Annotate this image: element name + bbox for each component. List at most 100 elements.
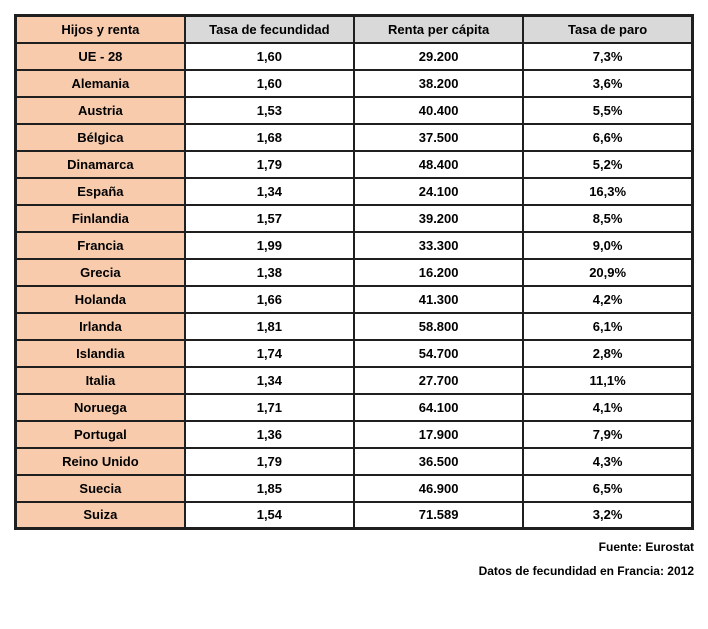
row-label: Austria — [14, 95, 186, 125]
table-row: Austria 1,53 40.400 5,5% — [14, 95, 694, 125]
cell-unemployment: 6,1% — [522, 311, 694, 341]
cell-unemployment: 8,5% — [522, 203, 694, 233]
row-label: Suiza — [14, 500, 186, 530]
cell-fertility: 1,60 — [183, 68, 356, 98]
cell-income: 58.800 — [352, 311, 525, 341]
table-row: Bélgica 1,68 37.500 6,6% — [14, 122, 694, 152]
table-row: Irlanda 1,81 58.800 6,1% — [14, 311, 694, 341]
row-label: Islandia — [14, 338, 186, 368]
source-note: Fuente: Eurostat — [598, 540, 694, 554]
cell-unemployment: 11,1% — [522, 365, 694, 395]
cell-income: 16.200 — [352, 257, 525, 287]
cell-fertility: 1,34 — [183, 365, 356, 395]
cell-fertility: 1,60 — [183, 41, 356, 71]
cell-income: 64.100 — [352, 392, 525, 422]
table-row: Italia 1,34 27.700 11,1% — [14, 365, 694, 395]
row-label: Grecia — [14, 257, 186, 287]
cell-income: 17.900 — [352, 419, 525, 449]
cell-income: 27.700 — [352, 365, 525, 395]
fertility-data-note: Datos de fecundidad en Francia: 2012 — [478, 564, 694, 578]
cell-unemployment: 6,6% — [522, 122, 694, 152]
row-label: Alemania — [14, 68, 186, 98]
cell-unemployment: 7,3% — [522, 41, 694, 71]
cell-unemployment: 5,2% — [522, 149, 694, 179]
table-row: Holanda 1,66 41.300 4,2% — [14, 284, 694, 314]
row-label: Irlanda — [14, 311, 186, 341]
table-row: Francia 1,99 33.300 9,0% — [14, 230, 694, 260]
cell-fertility: 1,79 — [183, 149, 356, 179]
row-label: UE - 28 — [14, 41, 186, 71]
cell-unemployment: 7,9% — [522, 419, 694, 449]
column-header-income: Renta per cápita — [352, 14, 525, 44]
row-label: Noruega — [14, 392, 186, 422]
table-row: Suiza 1,54 71.589 3,2% — [14, 500, 694, 530]
row-label: Francia — [14, 230, 186, 260]
cell-fertility: 1,66 — [183, 284, 356, 314]
cell-unemployment: 5,5% — [522, 95, 694, 125]
table-row: Dinamarca 1,79 48.400 5,2% — [14, 149, 694, 179]
cell-income: 48.400 — [352, 149, 525, 179]
cell-income: 39.200 — [352, 203, 525, 233]
row-label: España — [14, 176, 186, 206]
cell-unemployment: 3,6% — [522, 68, 694, 98]
cell-income: 46.900 — [352, 473, 525, 503]
cell-unemployment: 4,1% — [522, 392, 694, 422]
cell-unemployment: 4,3% — [522, 446, 694, 476]
cell-fertility: 1,36 — [183, 419, 356, 449]
cell-income: 41.300 — [352, 284, 525, 314]
cell-unemployment: 9,0% — [522, 230, 694, 260]
table-body: UE - 28 1,60 29.200 7,3% Alemania 1,60 38.200 3… — [14, 41, 694, 530]
cell-unemployment: 3,2% — [522, 500, 694, 530]
cell-unemployment: 6,5% — [522, 473, 694, 503]
cell-fertility: 1,81 — [183, 311, 356, 341]
row-label: Holanda — [14, 284, 186, 314]
cell-fertility: 1,57 — [183, 203, 356, 233]
row-label: Bélgica — [14, 122, 186, 152]
cell-unemployment: 2,8% — [522, 338, 694, 368]
table-row: Portugal 1,36 17.900 7,9% — [14, 419, 694, 449]
cell-income: 33.300 — [352, 230, 525, 260]
table-row: Islandia 1,74 54.700 2,8% — [14, 338, 694, 368]
footer-notes: Fuente: Eurostat Datos de fecundidad en … — [14, 540, 694, 578]
cell-income: 29.200 — [352, 41, 525, 71]
cell-income: 38.200 — [352, 68, 525, 98]
cell-income: 71.589 — [352, 500, 525, 530]
row-label: Dinamarca — [14, 149, 186, 179]
cell-income: 40.400 — [352, 95, 525, 125]
table-header: Hijos y renta Tasa de fecundidad Renta p… — [14, 14, 694, 44]
row-label: Portugal — [14, 419, 186, 449]
cell-income: 37.500 — [352, 122, 525, 152]
cell-fertility: 1,53 — [183, 95, 356, 125]
cell-fertility: 1,85 — [183, 473, 356, 503]
table-row: Noruega 1,71 64.100 4,1% — [14, 392, 694, 422]
cell-fertility: 1,34 — [183, 176, 356, 206]
cell-fertility: 1,79 — [183, 446, 356, 476]
corner-header: Hijos y renta — [14, 14, 186, 44]
cell-fertility: 1,99 — [183, 230, 356, 260]
data-table: Hijos y renta Tasa de fecundidad Renta p… — [14, 14, 694, 530]
table-row: España 1,34 24.100 16,3% — [14, 176, 694, 206]
table-row: UE - 28 1,60 29.200 7,3% — [14, 41, 694, 71]
table-row: Finlandia 1,57 39.200 8,5% — [14, 203, 694, 233]
cell-unemployment: 20,9% — [522, 257, 694, 287]
cell-income: 36.500 — [352, 446, 525, 476]
table-row: Reino Unido 1,79 36.500 4,3% — [14, 446, 694, 476]
table-row: Grecia 1,38 16.200 20,9% — [14, 257, 694, 287]
cell-unemployment: 4,2% — [522, 284, 694, 314]
column-header-unemployment: Tasa de paro — [522, 14, 694, 44]
cell-fertility: 1,54 — [183, 500, 356, 530]
table-row: Suecia 1,85 46.900 6,5% — [14, 473, 694, 503]
cell-income: 54.700 — [352, 338, 525, 368]
row-label: Reino Unido — [14, 446, 186, 476]
header-row: Hijos y renta Tasa de fecundidad Renta p… — [14, 14, 694, 44]
cell-income: 24.100 — [352, 176, 525, 206]
row-label: Suecia — [14, 473, 186, 503]
cell-fertility: 1,68 — [183, 122, 356, 152]
cell-unemployment: 16,3% — [522, 176, 694, 206]
cell-fertility: 1,71 — [183, 392, 356, 422]
row-label: Finlandia — [14, 203, 186, 233]
row-label: Italia — [14, 365, 186, 395]
cell-fertility: 1,74 — [183, 338, 356, 368]
cell-fertility: 1,38 — [183, 257, 356, 287]
